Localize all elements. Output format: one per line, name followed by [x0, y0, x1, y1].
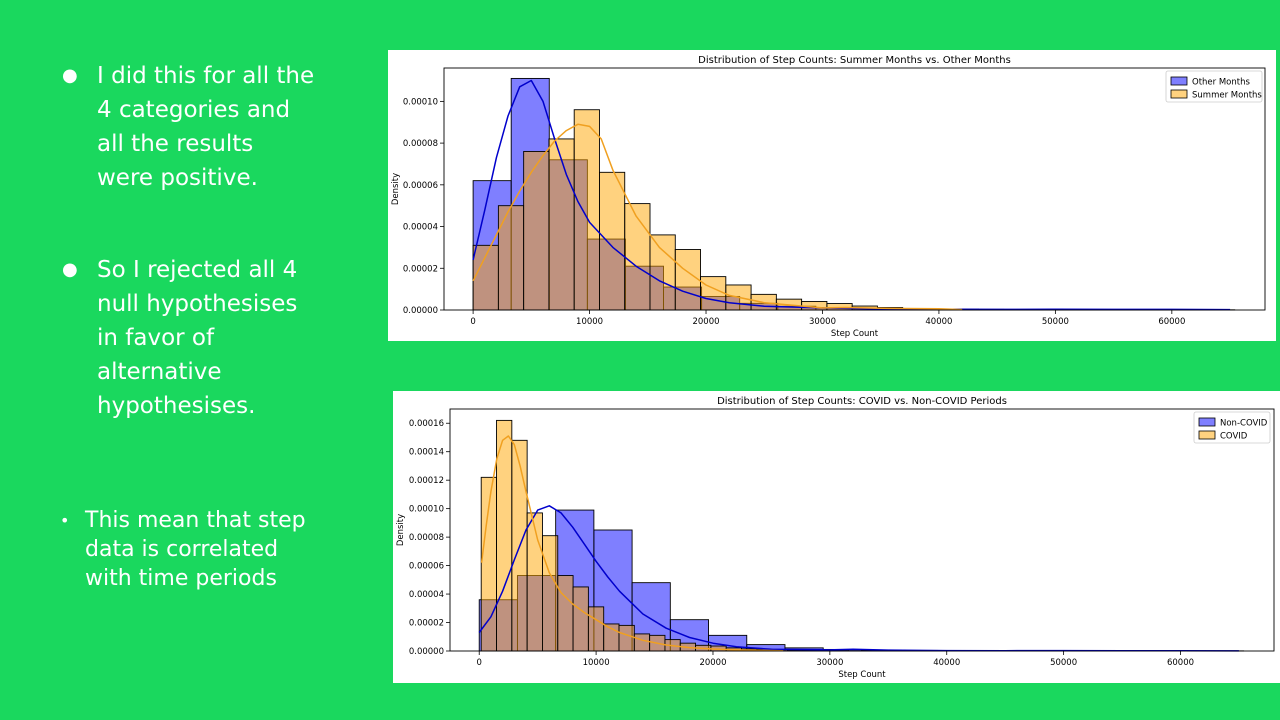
legend-label: COVID — [1220, 432, 1248, 442]
histogram-bar — [599, 172, 624, 310]
x-axis-label: Step Count — [838, 670, 886, 680]
y-tick-label: 0.00004 — [409, 590, 444, 600]
bullet-item: • This mean that step data is correlated… — [60, 506, 345, 593]
x-tick-label: 40000 — [933, 658, 960, 668]
y-tick-label: 0.00006 — [409, 562, 444, 572]
y-tick-label: 0.00006 — [403, 181, 438, 191]
bullet-dot-icon: ● — [62, 253, 97, 423]
summer-vs-other-chart-svg: 0 10000 20000 30000 40000 50000 60000 0.00000 0.… — [388, 50, 1276, 341]
bullet-text: I did this for all the 4 categories and … — [97, 59, 337, 195]
x-tick-label: 0 — [477, 658, 482, 668]
bullet-text: So I rejected all 4 null hypothesises in… — [97, 253, 337, 423]
y-tick-label: 0.00008 — [403, 139, 438, 149]
covid-vs-noncovid-chart: 0 10000 20000 30000 40000 50000 60000 0.00000 0.… — [393, 391, 1280, 683]
y-axis-label: Density — [396, 514, 406, 546]
chart-title: Distribution of Step Counts: COVID vs. N… — [717, 396, 1007, 407]
legend-swatch — [1171, 90, 1187, 98]
x-tick-label: 10000 — [583, 658, 610, 668]
legend-swatch — [1199, 418, 1215, 426]
histogram-bar — [549, 139, 574, 310]
legend-swatch — [1199, 431, 1215, 439]
x-axis-label: Step Count — [831, 329, 879, 339]
x-tick-label: 20000 — [699, 658, 726, 668]
bullet-item: ● So I rejected all 4 null hypothesises … — [62, 253, 337, 423]
x-tick-label: 10000 — [576, 317, 603, 327]
x-tick-label: 60000 — [1167, 658, 1194, 668]
y-tick-label: 0.00000 — [409, 647, 444, 657]
bullet-text: This mean that step data is correlated w… — [85, 506, 345, 593]
histogram-bar — [701, 277, 726, 310]
histogram-bar — [573, 587, 588, 651]
x-tick-label: 50000 — [1042, 317, 1069, 327]
legend: Non-COVID COVID — [1194, 412, 1270, 443]
histogram-series-1 — [473, 110, 1181, 310]
covid-vs-noncovid-chart-svg: 0 10000 20000 30000 40000 50000 60000 0.00000 0.… — [393, 391, 1280, 683]
y-tick-label: 0.00014 — [409, 448, 444, 458]
histogram-bar — [588, 607, 603, 651]
histogram-bar — [527, 513, 542, 651]
y-tick-label: 0.00000 — [403, 306, 438, 316]
x-tick-label: 50000 — [1050, 658, 1077, 668]
y-tick-label: 0.00002 — [409, 619, 444, 629]
histogram-bar — [542, 536, 557, 651]
histogram-bar — [524, 151, 549, 310]
bullet-item: ● I did this for all the 4 categories an… — [62, 59, 337, 195]
histogram-bar — [634, 634, 649, 651]
histogram-bar — [619, 625, 634, 651]
histogram-bar — [625, 204, 650, 310]
y-tick-label: 0.00004 — [403, 223, 438, 233]
y-tick-label: 0.00002 — [403, 264, 438, 274]
legend-label: Summer Months — [1192, 91, 1262, 101]
y-tick-label: 0.00010 — [403, 97, 438, 107]
legend-label: Other Months — [1192, 78, 1250, 88]
histogram-bar — [675, 250, 700, 311]
bullet-dot-icon: ● — [62, 59, 97, 195]
y-tick-label: 0.00016 — [409, 419, 444, 429]
histogram-bar — [498, 206, 523, 310]
legend: Other Months Summer Months — [1166, 71, 1262, 102]
x-tick-label: 30000 — [809, 317, 836, 327]
histogram-bar — [650, 235, 675, 310]
x-tick-label: 0 — [470, 317, 475, 327]
chart-title: Distribution of Step Counts: Summer Mont… — [698, 55, 1011, 66]
histogram-bar — [574, 110, 599, 310]
histogram-bar — [497, 420, 512, 651]
x-tick-label: 40000 — [925, 317, 952, 327]
y-tick-label: 0.00008 — [409, 533, 444, 543]
y-tick-label: 0.00010 — [409, 505, 444, 515]
x-tick-label: 30000 — [816, 658, 843, 668]
legend-label: Non-COVID — [1220, 419, 1268, 429]
bullet-list: ● I did this for all the 4 categories an… — [0, 0, 380, 720]
histogram-bar — [558, 576, 573, 651]
y-tick-label: 0.00012 — [409, 476, 444, 486]
legend-swatch — [1171, 77, 1187, 85]
y-axis-label: Density — [391, 173, 401, 205]
summer-vs-other-chart: 0 10000 20000 30000 40000 50000 60000 0.00000 0.… — [388, 50, 1276, 341]
x-tick-label: 20000 — [692, 317, 719, 327]
x-tick-label: 60000 — [1158, 317, 1185, 327]
bullet-dot-icon: • — [60, 506, 85, 593]
